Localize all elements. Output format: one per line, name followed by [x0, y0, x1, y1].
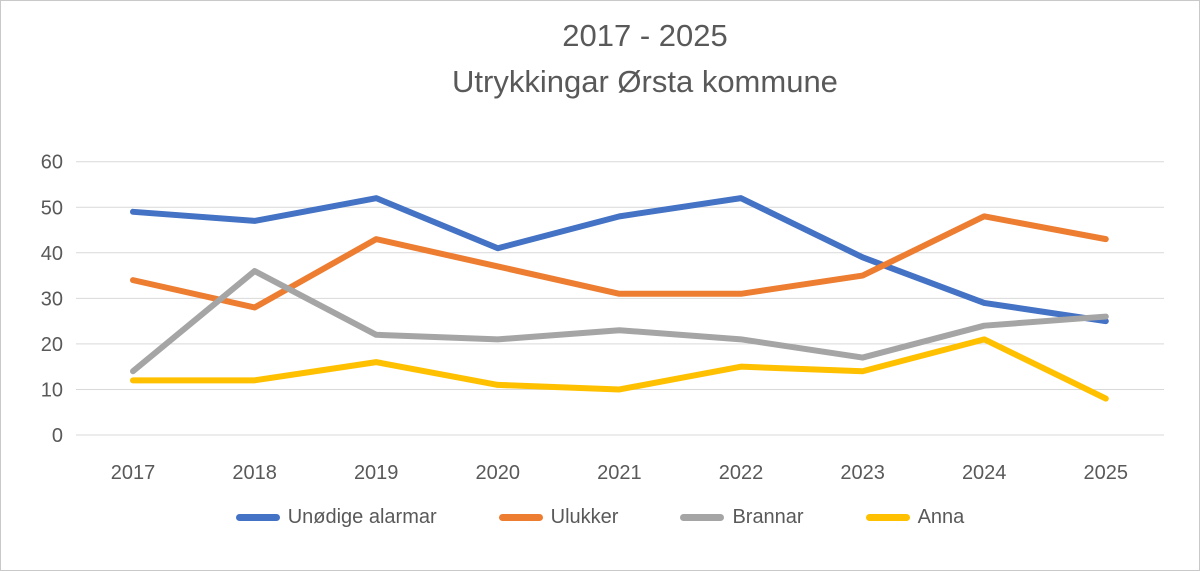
y-tick-label-20: 20 — [41, 334, 63, 356]
chart-title-line1: 2017 - 2025 — [562, 18, 728, 53]
legend-swatch-ulukker-icon — [498, 514, 543, 521]
y-tick-label-30: 30 — [41, 288, 63, 310]
x-tick-label-2021: 2021 — [597, 462, 642, 484]
x-tick-label-2025: 2025 — [1084, 462, 1129, 484]
x-tick-label-2019: 2019 — [354, 462, 399, 484]
chart-legend: Unødige alarmar Ulukker Brannar Anna — [1, 506, 1199, 529]
line-chart-plot: 0 10 20 30 40 50 60 2017 2018 2019 2020 2021 2022 202… — [41, 152, 1164, 484]
y-tick-label-50: 50 — [41, 197, 63, 219]
y-tick-label-40: 40 — [41, 243, 63, 265]
legend-swatch-anna-icon — [865, 514, 910, 521]
x-tick-label-2024: 2024 — [962, 462, 1007, 484]
x-tick-label-2020: 2020 — [476, 462, 521, 484]
y-tick-label-0: 0 — [52, 425, 63, 447]
legend-label-ulukker: Ulukker — [550, 506, 619, 528]
x-tick-label-2017: 2017 — [111, 462, 156, 484]
chart-title: 2017 - 2025 Utrykkingar Ørsta kommune — [89, 13, 1200, 105]
series-line-un-dige-alarmar — [130, 195, 1109, 325]
x-tick-label-2022: 2022 — [719, 462, 764, 484]
legend-label-brannar: Brannar — [732, 506, 804, 528]
y-tick-label-60: 60 — [41, 152, 63, 174]
legend-item-anna: Anna — [865, 506, 965, 529]
legend-swatch-un-dige-alarmar-icon — [235, 514, 280, 521]
series-line-brannar — [130, 268, 1109, 375]
chart-title-line2: Utrykkingar Ørsta kommune — [452, 64, 838, 99]
legend-swatch-brannar-icon — [680, 514, 725, 521]
series-line-ulukker — [130, 213, 1109, 311]
x-tick-label-2018: 2018 — [232, 462, 277, 484]
x-tick-label-2023: 2023 — [840, 462, 885, 484]
legend-item-brannar: Brannar — [680, 506, 804, 529]
y-tick-label-10: 10 — [41, 379, 63, 401]
legend-label-anna: Anna — [917, 506, 965, 528]
legend-label-un-dige-alarmar: Unødige alarmar — [287, 506, 437, 528]
legend-item-un-dige-alarmar: Unødige alarmar — [235, 506, 437, 529]
legend-item-ulukker: Ulukker — [498, 506, 619, 529]
series-line-anna — [130, 336, 1109, 402]
